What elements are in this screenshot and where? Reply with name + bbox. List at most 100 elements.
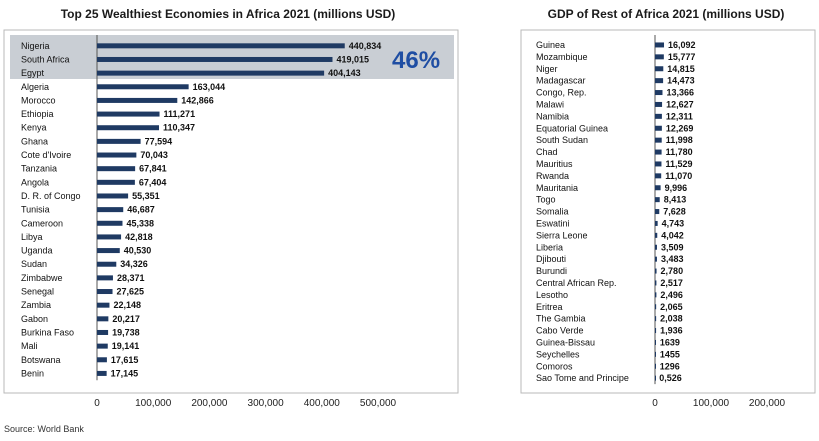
category-label: Gabon [21,314,48,324]
bar [655,66,664,72]
bar [97,316,109,322]
value-label: 1455 [660,349,680,359]
value-label: 42,818 [125,232,153,242]
bar [655,328,657,334]
category-label: D. R. of Congo [21,191,81,201]
bar [655,351,656,357]
category-label: Madagascar [536,76,586,86]
category-label: Sao Tome and Principe [536,373,629,383]
x-tick-label: 100,000 [693,398,730,409]
x-tick-label: 100,000 [135,398,172,409]
value-label: 34,326 [120,259,148,269]
top-three-share-label: 46% [392,47,440,74]
category-label: Tunisia [21,205,50,215]
category-label: Ethiopia [21,109,54,119]
value-label: 2,517 [660,278,683,288]
category-label: Angola [21,177,49,187]
bar [655,256,657,262]
left-chart-title: Top 25 Wealthiest Economies in Africa 20… [61,7,396,21]
value-label: 419,015 [336,54,369,64]
value-label: 19,141 [112,341,140,351]
bar [97,125,160,131]
category-label: Djibouti [536,254,566,264]
value-label: 4,042 [661,230,684,240]
value-label: 67,841 [139,164,167,174]
category-label: Rwanda [536,171,569,181]
value-label: 16,092 [668,40,696,50]
category-label: Liberia [536,242,563,252]
value-label: 67,404 [139,177,167,187]
value-label: 0,526 [659,373,682,383]
bar [655,280,657,286]
value-label: 11,998 [666,135,693,145]
value-label: 9,996 [665,183,688,193]
bar [655,268,657,274]
bar [97,329,109,335]
value-label: 19,738 [112,327,140,337]
category-label: Mauritania [536,183,578,193]
bar [655,304,657,310]
bar [655,78,664,84]
category-label: Equatorial Guinea [536,123,608,133]
right-chart: Guinea 16,092 Mozambique 15,777 Niger 14,815 M… [536,35,786,409]
value-label: 17,615 [111,355,139,365]
value-label: 20,217 [112,314,140,324]
bar [97,111,160,117]
bar [97,220,123,226]
category-label: Seychelles [536,349,580,359]
value-label: 440,834 [349,41,382,51]
category-label: Congo, Rep. [536,88,587,98]
category-label: Cameroon [21,218,63,228]
value-label: 11,529 [665,159,692,169]
category-label: Sierra Leone [536,230,588,240]
value-label: 55,351 [132,191,160,201]
right-chart-frame [520,29,816,394]
value-label: 2,065 [660,302,683,312]
bar [655,173,662,179]
bar [655,185,661,191]
category-label: Burundi [536,266,567,276]
bar [97,289,113,295]
category-label: Togo [536,195,556,205]
bar [655,197,660,203]
bar [655,375,656,381]
value-label: 14,473 [667,76,695,86]
value-label: 17,145 [111,368,139,378]
value-label: 3,509 [661,242,684,252]
category-label: Eritrea [536,302,563,312]
value-label: 2,038 [660,314,683,324]
bar [655,244,657,250]
category-label: Algeria [21,82,49,92]
category-label: Comoros [536,361,573,371]
value-label: 1639 [660,337,680,347]
x-tick-label: 0 [652,398,658,409]
value-label: 46,687 [127,205,155,215]
bar [97,70,325,76]
bar [97,193,129,199]
value-label: 142,866 [181,95,214,105]
category-label: Egypt [21,68,45,78]
category-label: Niger [536,64,558,74]
category-label: Guinea-Bissau [536,337,595,347]
value-label: 3,483 [661,254,684,264]
category-label: The Gambia [536,314,586,324]
left-chart: Nigeria 440,834 South Africa 419,015 Egypt 40… [21,35,397,409]
bar [655,101,663,107]
category-label: Mozambique [536,52,588,62]
category-label: South Africa [21,54,70,64]
value-label: 1296 [660,361,680,371]
bar [97,138,141,144]
bar [655,125,662,131]
value-label: 70,043 [140,150,168,160]
category-label: Senegal [21,287,54,297]
bar [97,343,108,349]
bar [97,84,189,90]
bar [655,137,662,143]
value-label: 12,627 [666,99,694,109]
source-note: Source: World Bank [4,424,84,434]
value-label: 15,777 [668,52,696,62]
bar [655,316,657,322]
category-label: Zambia [21,300,51,310]
bar [97,166,136,172]
category-label: Zimbabwe [21,273,63,283]
